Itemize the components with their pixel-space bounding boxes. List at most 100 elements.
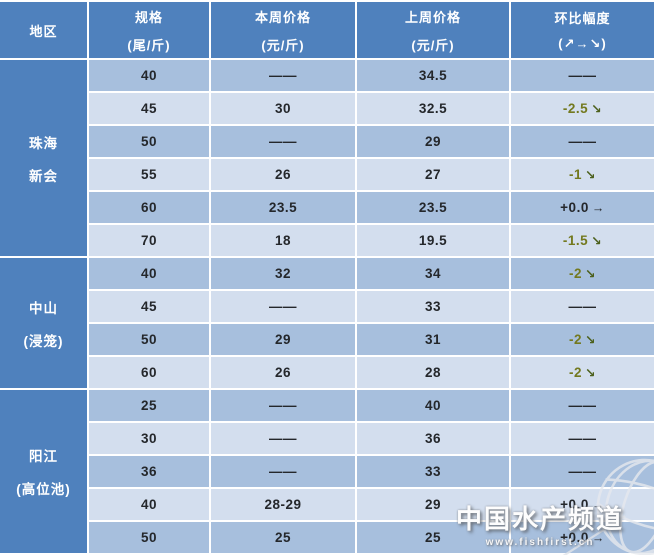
last-week-price-cell: 40 [357,390,509,421]
spec-cell: 50 [89,522,209,553]
last-week-price-cell: 28 [357,357,509,388]
change-value: —— [568,68,597,83]
region-cell-2: 阳江 (高位池) [0,390,87,553]
change-cell: —— [511,291,654,322]
change-value: —— [568,398,597,413]
spec-cell: 25 [89,390,209,421]
last-week-price-cell: 23.5 [357,192,509,223]
change-value: -1.5 [562,233,589,248]
change-value: —— [568,431,597,446]
region-cell-1: 中山 (浸笼) [0,258,87,388]
header-spec: 规格 (尾/斤) [89,2,209,58]
this-week-price-cell: 32 [211,258,355,289]
last-week-price-cell: 34.5 [357,60,509,91]
spec-cell: 40 [89,60,209,91]
last-week-price-cell: 36 [357,423,509,454]
change-cell: —— [511,390,654,421]
spec-cell: 40 [89,258,209,289]
header-change: 环比幅度 (↗→↘) [511,2,654,58]
this-week-price-cell: —— [211,456,355,487]
this-week-price-cell: 29 [211,324,355,355]
this-week-price-cell: 28-29 [211,489,355,520]
down-right-arrow-icon: ↘ [591,234,603,248]
this-week-price-cell: —— [211,60,355,91]
header-last-week-line1: 上周价格 [404,9,461,25]
this-week-price-cell: 26 [211,357,355,388]
this-week-price-cell: 18 [211,225,355,256]
spec-cell: 36 [89,456,209,487]
region-line: 阳江 [29,449,58,464]
last-week-price-cell: 19.5 [357,225,509,256]
spec-cell: 60 [89,357,209,388]
down-right-arrow-icon: ↘ [585,366,596,380]
change-cell: —— [511,423,654,454]
last-week-price-cell: 25 [357,522,509,553]
this-week-price-cell: 30 [211,93,355,124]
last-week-price-cell: 29 [357,489,509,520]
change-value: -1 [569,167,583,182]
last-week-price-cell: 33 [357,456,509,487]
down-right-arrow-icon: ↘ [591,102,603,116]
spec-cell: 45 [89,291,209,322]
last-week-price-cell: 31 [357,324,509,355]
down-right-arrow-icon: ↘ [585,168,596,182]
region-line: (高位池) [16,482,71,497]
change-cell: -2 ↘ [511,357,654,388]
last-week-price-cell: 33 [357,291,509,322]
change-value: -2.5 [562,101,589,116]
change-cell: -2 ↘ [511,258,654,289]
region-line: (浸笼) [23,333,64,349]
spec-cell: 50 [89,126,209,157]
this-week-price-cell: —— [211,126,355,157]
change-value: -2 [569,266,583,281]
header-spec-line1: 规格 [134,9,163,25]
spec-cell: 55 [89,159,209,190]
change-cell: +0.0 → [511,489,654,520]
header-spec-line2: (尾/斤) [127,37,171,53]
header-this-week-line2: (元/斤) [261,37,305,53]
change-value: -2 [569,332,583,347]
region-cell-0: 珠海 新会 [0,60,87,256]
spec-cell: 45 [89,93,209,124]
right-arrow-icon: → [591,497,605,512]
header-region-label: 地区 [29,23,58,39]
change-cell: +0.0 → [511,522,654,553]
change-cell: —— [511,126,654,157]
this-week-price-cell: 26 [211,159,355,190]
spec-cell: 50 [89,324,209,355]
spec-cell: 40 [89,489,209,520]
change-cell: -2 ↘ [511,324,654,355]
this-week-price-cell: —— [211,423,355,454]
last-week-price-cell: 34 [357,258,509,289]
this-week-price-cell: 23.5 [211,192,355,223]
change-cell: -1 ↘ [511,159,654,190]
change-value: +0.0 [560,200,589,215]
down-right-arrow-icon: ↘ [585,267,596,281]
change-cell: -2.5 ↘ [511,93,654,124]
change-value: —— [568,299,597,314]
region-line: 新会 [29,168,58,184]
spec-cell: 70 [89,225,209,256]
change-value: +0.0 [560,530,589,545]
header-this-week-price: 本周价格 (元/斤) [211,2,355,58]
header-this-week-line1: 本周价格 [254,9,311,25]
this-week-price-cell: 25 [211,522,355,553]
change-cell: —— [511,60,654,91]
header-change-line1: 环比幅度 [554,11,611,26]
change-value: -2 [569,365,583,380]
down-right-arrow-icon: ↘ [585,333,596,347]
change-cell: +0.0 → [511,192,654,223]
header-last-week-price: 上周价格 (元/斤) [357,2,509,58]
change-value: —— [568,464,597,479]
last-week-price-cell: 32.5 [357,93,509,124]
this-week-price-cell: —— [211,291,355,322]
spec-cell: 30 [89,423,209,454]
last-week-price-cell: 27 [357,159,509,190]
header-region: 地区 [0,2,87,58]
header-last-week-line2: (元/斤) [411,37,455,53]
last-week-price-cell: 29 [357,126,509,157]
right-arrow-icon: → [591,530,605,545]
region-line: 珠海 [29,135,58,151]
right-arrow-icon: → [591,200,605,215]
